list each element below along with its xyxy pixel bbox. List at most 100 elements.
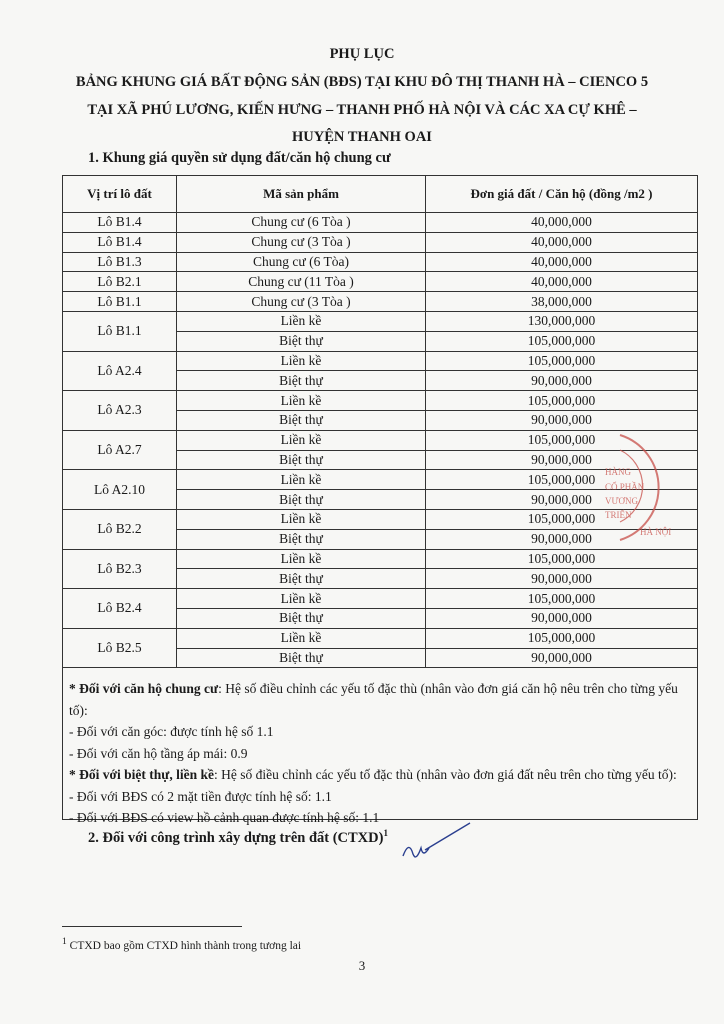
lot-cell: Lô B2.2 <box>62 508 177 550</box>
product-cell: Liền kề <box>176 310 426 332</box>
lot-cell: Lô B1.1 <box>62 291 177 312</box>
product-cell: Liền kề <box>176 627 426 649</box>
lot-cell: Lô A2.4 <box>62 350 177 392</box>
price-cell: 105,000,000 <box>425 390 698 411</box>
note-apartment: * Đối với căn hộ chung cư: Hệ số điều ch… <box>69 681 678 718</box>
note-apartment-roof: - Đối với căn hộ tầng áp mái: 0.9 <box>69 745 248 761</box>
product-cell: Chung cư (11 Tòa ) <box>176 271 426 293</box>
product-cell: Liền kề <box>176 390 426 411</box>
table-row: Lô B1.4 Chung cư (3 Tòa ) 40,000,000 <box>62 231 698 253</box>
footnote-divider <box>62 926 242 927</box>
price-cell: 40,000,000 <box>425 251 698 273</box>
price-cell: 40,000,000 <box>425 231 698 253</box>
table-row: Biệt thự 90,000,000 <box>63 607 698 629</box>
company-stamp: HÀNG CỔ PHẦN VƯƠNG TRIỂN HÀ NỘI <box>605 434 671 541</box>
product-cell: Liền kề <box>176 469 426 491</box>
lot-cell: Lô A2.7 <box>62 429 177 471</box>
table-row: Lô B2.3 Liền kề 105,000,000 <box>62 548 698 590</box>
table-row: Lô A2.3 Liền kề 105,000,000 <box>62 390 698 431</box>
lot-cell: Lô B1.4 <box>62 212 177 233</box>
doc-title-line2: TẠI XÃ PHÚ LƯƠNG, KIẾN HƯNG – THANH PHỐ … <box>87 102 637 118</box>
lot-cell: Lô B2.5 <box>62 627 177 669</box>
svg-text:VƯƠNG: VƯƠNG <box>605 496 638 506</box>
appendix-title: PHỤ LỤC <box>329 46 395 62</box>
price-cell: 38,000,000 <box>425 291 698 312</box>
product-cell: Biệt thự <box>176 409 426 431</box>
product-cell: Biệt thự <box>176 449 426 471</box>
product-cell: Biệt thự <box>176 647 426 669</box>
price-cell: 105,000,000 <box>425 350 698 372</box>
product-cell: Biệt thự <box>176 568 426 590</box>
price-cell: 40,000,000 <box>425 212 698 233</box>
lot-cell: Lô B2.4 <box>62 588 177 629</box>
price-cell: 90,000,000 <box>425 489 698 510</box>
section-2-heading: 2. Đối với công trình xây dựng trên đất … <box>88 828 388 846</box>
doc-title-line1: BẢNG KHUNG GIÁ BẤT ĐỘNG SẢN (BĐS) TẠI KH… <box>75 74 649 90</box>
price-table: Vị trí lô đất Mã sản phẩm Đơn giá đất / … <box>62 175 698 669</box>
product-cell: Chung cư (6 Tòa) <box>176 251 426 273</box>
table-row: Lô B1.4 Chung cư (6 Tòa ) 40,000,000 <box>62 212 698 233</box>
table-row: Lô B2.5 Liền kề 105,000,000 <box>62 627 698 669</box>
table-row: Lô A2.7 Liền kề 105,000,000 <box>62 429 698 471</box>
price-cell: 90,000,000 <box>425 449 698 471</box>
price-cell: 105,000,000 <box>425 627 698 649</box>
product-cell: Biệt thự <box>176 330 426 352</box>
svg-text:HÀ NỘI: HÀ NỘI <box>640 527 671 537</box>
product-cell: Liền kề <box>176 548 426 570</box>
table-row: Lô B2.1 Chung cư (11 Tòa ) 40,000,000 <box>62 271 698 293</box>
note-villa-lakeview: - Đối với BĐS có view hồ cảnh quan được … <box>69 810 380 825</box>
product-cell: Biệt thự <box>176 370 426 392</box>
table-row: Lô B2.4 Liền kề 105,000,000 <box>62 588 698 629</box>
doc-title-line3: HUYỆN THANH OAI <box>292 129 432 145</box>
table-row: Biệt thự 90,000,000 <box>63 647 698 669</box>
lot-cell: Lô B2.1 <box>62 271 177 293</box>
lot-cell: Lô B1.3 <box>62 251 177 273</box>
product-cell: Liền kề <box>176 508 426 530</box>
product-cell: Biệt thự <box>176 489 426 510</box>
product-cell: Biệt thự <box>176 528 426 550</box>
price-cell: 90,000,000 <box>425 568 698 590</box>
footnote: 1 CTXD bao gồm CTXD hình thành trong tươ… <box>62 936 302 952</box>
lot-cell: Lô B1.4 <box>62 231 177 253</box>
table-row: Biệt thự 90,000,000 <box>63 449 698 471</box>
notes-box: * Đối với căn hộ chung cư: Hệ số điều ch… <box>62 668 698 825</box>
col-header-price: Đơn giá đất / Căn hộ (đồng /m2 ) <box>425 175 698 213</box>
product-cell: Liền kề <box>176 588 426 609</box>
col-header-product: Mã sản phẩm <box>176 175 426 213</box>
note-villa-frontage: - Đối với BĐS có 2 mặt tiền được tính hệ… <box>69 788 332 804</box>
svg-text:CỔ PHẦN: CỔ PHẦN <box>605 482 645 492</box>
svg-text:TRIỂN: TRIỂN <box>605 510 632 520</box>
table-row: Lô B1.3 Chung cư (6 Tòa) 40,000,000 <box>62 251 698 273</box>
price-cell: 90,000,000 <box>425 607 698 629</box>
table-row: Lô B1.1 Chung cư (3 Tòa ) 38,000,000 <box>62 291 698 312</box>
price-cell: 105,000,000 <box>425 548 698 570</box>
note-villa: * Đối với biệt thự, liền kề: Hệ số điều … <box>69 767 677 782</box>
section-1-heading: 1. Khung giá quyền sử dụng đất/căn hộ ch… <box>88 150 391 166</box>
page-number: 3 <box>358 958 366 973</box>
note-apartment-corner: - Đối với căn góc: được tính hệ số 1.1 <box>69 724 274 739</box>
table-row: Lô B1.1 Liền kề 130,000,000 <box>62 310 698 352</box>
col-header-lot: Vị trí lô đất <box>62 175 177 213</box>
lot-cell: Lô B2.3 <box>62 548 177 590</box>
lot-cell: Lô A2.3 <box>62 390 177 431</box>
product-cell: Liền kề <box>176 350 426 372</box>
product-cell: Biệt thự <box>176 607 426 629</box>
price-cell: 130,000,000 <box>425 310 698 332</box>
svg-text:HÀNG: HÀNG <box>605 467 631 477</box>
table-row: Biệt thự 90,000,000 <box>63 489 698 510</box>
price-cell: 40,000,000 <box>425 271 698 293</box>
product-cell: Liền kề <box>176 429 426 451</box>
price-cell: 90,000,000 <box>425 370 698 392</box>
lot-cell: Lô A2.10 <box>62 469 177 510</box>
price-cell: 105,000,000 <box>425 588 698 609</box>
price-cell: 90,000,000 <box>425 409 698 431</box>
lot-cell: Lô B1.1 <box>62 310 177 352</box>
table-row: Lô A2.4 Liền kề 105,000,000 <box>62 350 698 392</box>
signature <box>402 822 471 858</box>
product-cell: Chung cư (3 Tòa ) <box>176 231 426 253</box>
product-cell: Chung cư (3 Tòa ) <box>176 291 426 312</box>
price-cell: 105,000,000 <box>425 330 698 352</box>
product-cell: Chung cư (6 Tòa ) <box>176 212 426 233</box>
table-row: Biệt thự 90,000,000 <box>63 409 698 431</box>
price-cell: 90,000,000 <box>425 647 698 669</box>
